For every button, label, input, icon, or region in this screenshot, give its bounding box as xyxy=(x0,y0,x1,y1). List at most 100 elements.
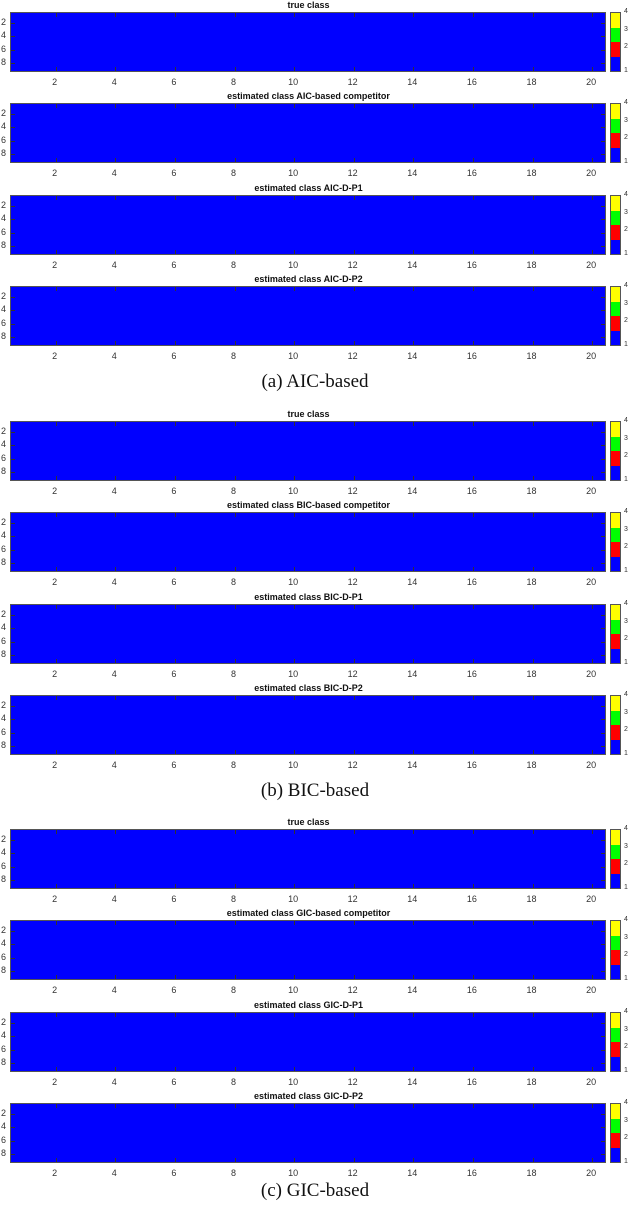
y-tick xyxy=(601,944,605,946)
x-tick-label: 6 xyxy=(171,351,177,361)
x-tick xyxy=(592,104,594,108)
x-tick xyxy=(592,196,594,200)
y-tick xyxy=(601,746,605,747)
x-tick xyxy=(174,67,176,71)
x-tick xyxy=(174,659,176,663)
y-tick xyxy=(601,628,605,630)
colorbar-class2 xyxy=(611,316,620,331)
y-tick xyxy=(11,971,15,972)
x-tick-label: 6 xyxy=(171,486,177,496)
x-tick xyxy=(174,476,176,480)
x-tick xyxy=(234,1067,236,1071)
x-tick xyxy=(472,196,474,200)
x-tick xyxy=(234,1013,236,1017)
colorbar-tick-label: 2 xyxy=(624,726,628,733)
x-tick-label: 12 xyxy=(347,1077,358,1087)
x-tick-label: 10 xyxy=(288,168,299,178)
colorbar-tick-label: 2 xyxy=(624,1134,628,1141)
panel-title: estimated class GIC-D-P2 xyxy=(253,1091,364,1101)
heatmap-panel: estimated class AIC-D-P2 2 4 6 8 10 12 14 16 18 2… xyxy=(0,274,630,377)
x-tick xyxy=(294,696,296,700)
x-tick xyxy=(413,696,415,700)
x-tick xyxy=(532,1013,534,1017)
colorbar-class3 xyxy=(611,27,620,42)
x-tick xyxy=(472,1067,474,1071)
colorbar-tick-label: 1 xyxy=(624,67,628,74)
x-tick xyxy=(174,13,176,17)
y-tick-label: 2 xyxy=(1,17,7,27)
x-tick xyxy=(532,696,534,700)
x-tick xyxy=(532,605,534,609)
x-tick xyxy=(174,341,176,345)
colorbar-tick-label: 1 xyxy=(624,1158,628,1165)
x-tick xyxy=(115,975,117,979)
x-tick-label: 18 xyxy=(526,894,537,904)
x-tick-label: 2 xyxy=(52,77,58,87)
x-tick xyxy=(234,884,236,888)
x-tick xyxy=(234,1104,236,1108)
colorbar-class4 xyxy=(611,104,620,119)
x-tick xyxy=(532,422,534,426)
x-tick-label: 4 xyxy=(111,260,117,270)
x-tick xyxy=(353,605,355,609)
x-tick xyxy=(115,1067,117,1071)
colorbar-class2 xyxy=(611,542,620,557)
x-tick-label: 2 xyxy=(52,486,58,496)
y-tick xyxy=(11,219,15,221)
x-tick-label: 10 xyxy=(288,1077,299,1087)
x-tick xyxy=(413,1104,415,1108)
x-tick-label: 8 xyxy=(230,486,236,496)
x-tick xyxy=(413,158,415,162)
x-tick xyxy=(115,830,117,834)
colorbar-tick-label: 2 xyxy=(624,452,628,459)
x-tick-label: 12 xyxy=(347,486,358,496)
x-tick xyxy=(413,605,415,609)
heatmap-panel: estimated class AIC-D-P1 2 4 6 8 10 12 14 16 18 2… xyxy=(0,183,630,286)
x-tick xyxy=(115,196,117,200)
y-tick-label: 2 xyxy=(1,925,7,935)
heatmap-plot-area xyxy=(10,920,606,980)
x-tick xyxy=(532,975,534,979)
x-tick-label: 20 xyxy=(586,669,597,679)
x-tick xyxy=(55,13,57,17)
colorbar-tick-label: 1 xyxy=(624,750,628,757)
colorbar xyxy=(610,695,621,755)
colorbar-class2 xyxy=(611,225,620,240)
x-tick xyxy=(294,1067,296,1071)
x-tick-label: 4 xyxy=(111,168,117,178)
y-tick-label: 6 xyxy=(1,134,7,145)
y-tick-label: 4 xyxy=(1,304,7,315)
y-tick xyxy=(11,1140,15,1142)
x-tick-label: 16 xyxy=(466,1168,477,1178)
y-tick-label: 8 xyxy=(1,649,7,659)
x-tick xyxy=(294,659,296,663)
x-tick xyxy=(413,341,415,345)
y-tick xyxy=(11,323,15,325)
x-tick-label: 16 xyxy=(466,669,477,679)
y-tick xyxy=(601,1140,605,1142)
panel-title: estimated class AIC-D-P2 xyxy=(254,274,363,284)
x-tick xyxy=(532,921,534,925)
x-tick-label: 16 xyxy=(466,1077,477,1087)
y-tick xyxy=(601,206,605,207)
x-tick-label: 8 xyxy=(230,760,236,770)
x-tick xyxy=(55,659,57,663)
x-tick xyxy=(174,196,176,200)
x-tick xyxy=(413,422,415,426)
y-tick xyxy=(601,310,605,312)
y-tick xyxy=(11,641,15,643)
x-tick xyxy=(55,975,57,979)
y-tick-label: 4 xyxy=(1,439,7,450)
x-tick xyxy=(353,422,355,426)
heatmap-panel: estimated class BIC-D-P2 2 4 6 8 10 12 14 16 18 2… xyxy=(0,683,630,786)
y-tick xyxy=(11,232,15,234)
colorbar-class1 xyxy=(611,739,620,754)
y-tick-label: 6 xyxy=(1,226,7,237)
colorbar-class4 xyxy=(611,196,620,211)
panel-title: true class xyxy=(287,409,330,419)
x-tick xyxy=(294,1104,296,1108)
x-tick-label: 4 xyxy=(111,1077,117,1087)
heatmap-panel: estimated class GIC-based competitor 2 4 6… xyxy=(0,908,630,1011)
y-tick xyxy=(11,337,15,338)
x-tick-label: 8 xyxy=(230,351,236,361)
